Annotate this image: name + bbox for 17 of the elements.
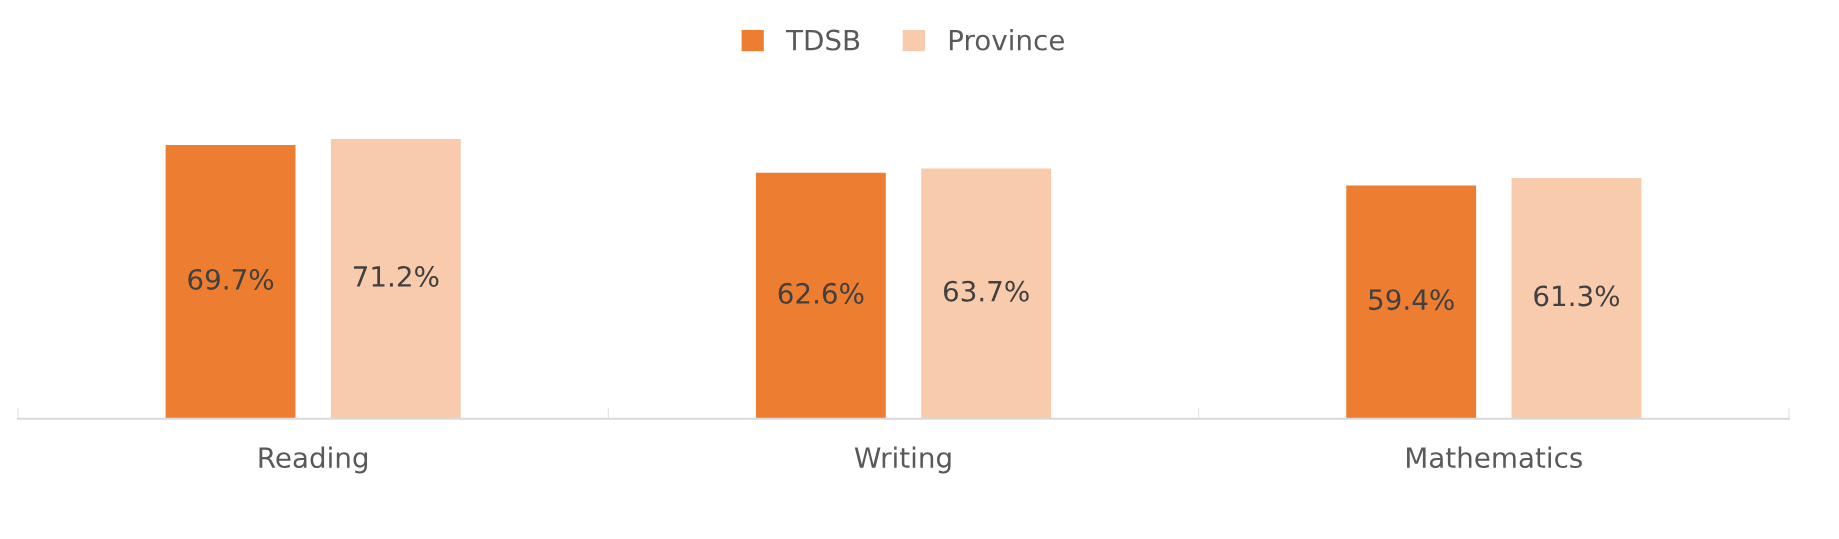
data-label: 69.7% — [188, 268, 274, 290]
bar — [755, 172, 886, 419]
data-label: 71.2% — [353, 265, 439, 287]
data-label: 63.7% — [943, 280, 1029, 302]
data-label: 62.6% — [778, 282, 864, 304]
x-tick-label: Mathematics — [1407, 446, 1582, 469]
bar — [165, 144, 296, 419]
data-label: 59.4% — [1369, 289, 1454, 311]
bar — [1346, 185, 1477, 419]
legend-label: Province — [949, 29, 1064, 51]
bar — [921, 168, 1052, 419]
x-tick-label: Reading — [259, 446, 368, 474]
data-label: 61.3% — [1534, 285, 1620, 307]
x-tick-label: Writing — [854, 446, 951, 474]
legend-label: TDSB — [785, 29, 860, 51]
bar — [1511, 177, 1642, 419]
bar — [330, 139, 461, 419]
